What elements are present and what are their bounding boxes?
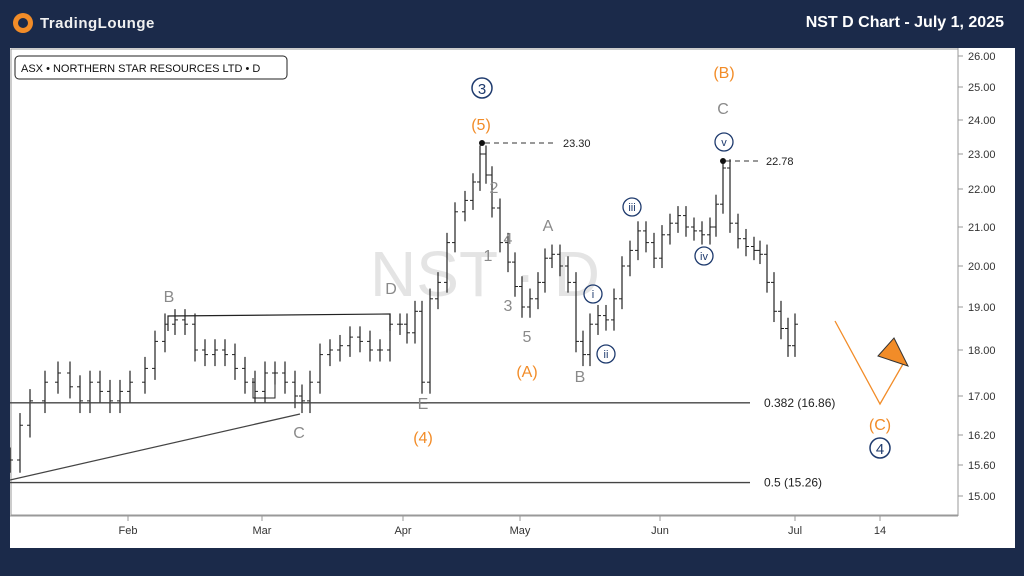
y-tick-label: 21.00 xyxy=(968,222,996,234)
y-tick-label: 24.00 xyxy=(968,115,996,127)
wave-label-C-left: C xyxy=(293,425,305,442)
chart-title: NST D Chart - July 1, 2025 xyxy=(805,14,1004,31)
wave-label-4-paren: (4) xyxy=(413,430,433,447)
watermark: NST · D xyxy=(370,238,600,310)
wave-ii-circle xyxy=(596,344,616,364)
wave-label-A: A xyxy=(543,218,554,235)
wave-label-5: 5 xyxy=(523,329,532,346)
wave-label-E: E xyxy=(418,396,429,413)
y-tick-label: 23.00 xyxy=(968,149,996,161)
wave-label-3-circled: 3 xyxy=(478,81,486,98)
price-chart[interactable]: NST · D ASX • NORTHERN STAR RESOURCES LT… xyxy=(10,48,1015,548)
wave-label-ii: ii xyxy=(604,349,609,361)
y-tick-label: 15.60 xyxy=(968,460,996,472)
y-tick-label: 19.00 xyxy=(968,302,996,314)
symbol-label-box xyxy=(14,55,288,80)
wave-4-circle xyxy=(869,437,891,459)
chart-area[interactable]: NST · D ASX • NORTHERN STAR RESOURCES LT… xyxy=(10,48,1015,548)
lower-trendline xyxy=(10,413,301,481)
x-tick-label: Jul xyxy=(788,525,802,537)
box-line xyxy=(252,378,276,399)
footer-bar xyxy=(0,548,1024,576)
y-tick-label: 15.00 xyxy=(968,491,996,503)
fib-level-0382-label: 0.382 (16.86) xyxy=(764,396,835,410)
projection-path xyxy=(834,320,904,406)
upper-trendline xyxy=(167,313,391,331)
wave-i-circle xyxy=(583,284,603,304)
y-tick-label: 17.00 xyxy=(968,391,996,403)
header-bar: TradingLounge NST D Chart - July 1, 2025 xyxy=(0,0,1024,48)
wave-label-B-paren: (B) xyxy=(713,65,734,82)
wave-label-B-mid: B xyxy=(575,369,586,386)
wave-label-v: v xyxy=(721,137,727,149)
wave-label-2: 2 xyxy=(490,180,499,197)
high-marker-2278 xyxy=(720,158,726,164)
wave-3-circle xyxy=(471,77,493,99)
wave-label-iv: iv xyxy=(700,251,708,263)
wave-label-4-circled: 4 xyxy=(876,441,884,458)
x-tick-label: Mar xyxy=(253,525,272,537)
wave-label-i: i xyxy=(592,289,594,301)
wave-label-D: D xyxy=(385,281,397,298)
x-tick-label: Jun xyxy=(651,525,669,537)
wave-label-3: 3 xyxy=(504,298,513,315)
projection-arrow-icon xyxy=(877,337,909,367)
x-tick-label: 14 xyxy=(874,525,886,537)
wave-iv-circle xyxy=(694,246,714,266)
y-tick-label: 18.00 xyxy=(968,345,996,357)
y-tick-label: 20.00 xyxy=(968,261,996,273)
wave-label-C-top: C xyxy=(717,101,729,118)
x-tick-label: Apr xyxy=(394,525,411,537)
x-tick-label: Feb xyxy=(119,525,138,537)
brand-logo: TradingLounge xyxy=(12,12,155,34)
wave-iii-circle xyxy=(622,197,642,217)
y-tick-label: 25.00 xyxy=(968,82,996,94)
wave-label-B-left: B xyxy=(164,289,175,306)
wave-label-4: 4 xyxy=(504,231,513,248)
symbol-label: ASX • NORTHERN STAR RESOURCES LTD • D xyxy=(21,63,260,75)
wave-v-circle xyxy=(714,132,734,152)
y-tick-label: 26.00 xyxy=(968,51,996,63)
price-label-2278: 22.78 xyxy=(766,156,794,168)
price-label-2330: 23.30 xyxy=(563,138,591,150)
wave-label-A-paren: (A) xyxy=(516,364,537,381)
high-marker-2330 xyxy=(479,140,485,146)
wave-label-1: 1 xyxy=(484,248,493,265)
candles xyxy=(10,145,798,473)
wave-label-iii: iii xyxy=(628,202,635,214)
x-tick-label: May xyxy=(510,525,531,537)
y-axis: 26.00 25.00 24.00 23.00 22.00 21.00 20.00 19.00… xyxy=(957,48,996,516)
x-axis: Feb Mar Apr May Jun Jul 14 xyxy=(10,515,958,537)
fib-level-05-label: 0.5 (15.26) xyxy=(764,476,822,490)
logo-text: TradingLounge xyxy=(40,14,155,32)
y-tick-label: 22.00 xyxy=(968,184,996,196)
wave-label-5-paren: (5) xyxy=(471,117,491,134)
logo-icon xyxy=(13,13,33,33)
wave-label-C-paren: (C) xyxy=(869,417,891,434)
y-tick-label: 16.20 xyxy=(968,430,996,442)
